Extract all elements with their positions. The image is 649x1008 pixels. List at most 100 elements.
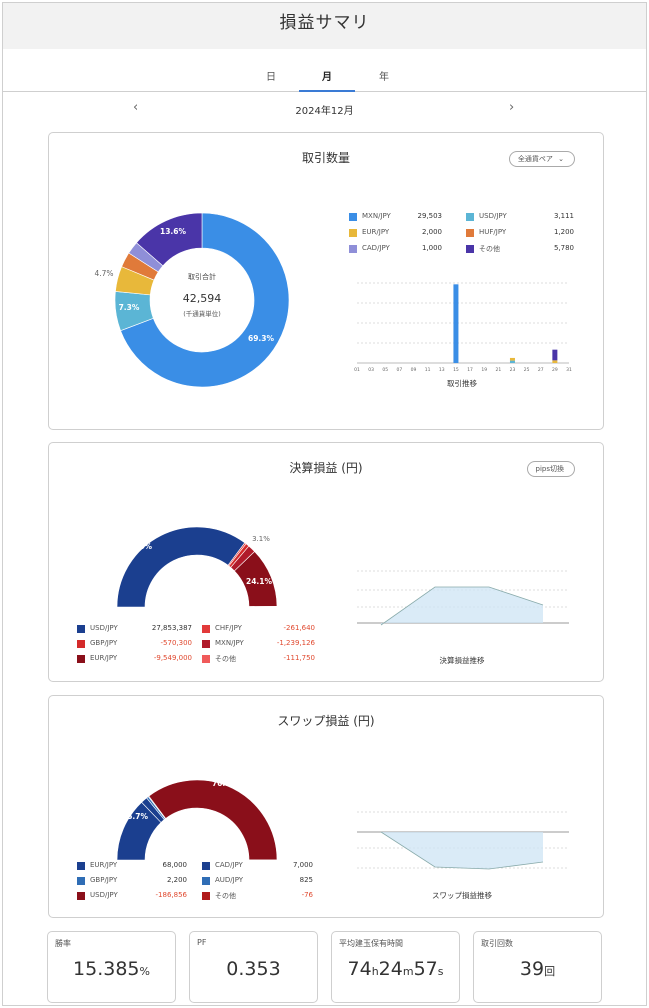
x-tick-label: 19 — [481, 367, 487, 373]
legend-swatch — [202, 862, 210, 870]
win-rate-unit: % — [139, 965, 150, 978]
legend-name: EUR/JPY — [362, 228, 390, 236]
legend-value: -1,239,126 — [276, 639, 315, 647]
legend-value: -76 — [301, 891, 313, 899]
swap-gauge-slice-4[interactable] — [148, 779, 278, 861]
legend-swatch — [202, 625, 210, 633]
x-tick-label: 03 — [368, 367, 374, 373]
legend-swatch — [466, 245, 474, 253]
volume-donut-chart — [114, 212, 290, 388]
hold-minutes: 24 — [378, 958, 403, 980]
volume-trend-chart: 01 03 05 07 09 11 13 15 17 19 21 23 25 27 29 31 — [354, 282, 572, 373]
tab-month[interactable]: 月 — [299, 68, 355, 92]
bar-23-1[interactable] — [509, 360, 515, 363]
pl-label-eur: 24.1% — [246, 577, 273, 586]
pl-charts: 70.4% 3.1% 24.1% 決算損益推移 — [116, 526, 569, 665]
swap-label-eur: 25.7% — [122, 812, 149, 821]
currency-pair-filter-label: 全通貨ペア — [517, 155, 553, 163]
bar-15-0[interactable] — [453, 284, 459, 363]
legend-item: EUR/JPY 68,000 — [77, 860, 197, 872]
legend-name: CAD/JPY — [215, 861, 243, 869]
swap-legend: EUR/JPY 68,000 CAD/JPY 7,000 GBP/JPY 2,2… — [77, 860, 327, 908]
bar-23-2[interactable] — [509, 357, 515, 361]
legend-value: 2,200 — [166, 876, 187, 884]
x-tick-label: 29 — [552, 367, 558, 373]
pl-trend-chart — [357, 570, 569, 626]
trade-count-number: 39 — [519, 958, 545, 980]
legend-swatch — [77, 655, 85, 663]
tab-year[interactable]: 年 — [379, 72, 389, 83]
page-title: 損益サマリ — [279, 13, 370, 33]
legend-name: CHF/JPY — [215, 624, 242, 632]
legend-item: MXN/JPY 29,503 — [349, 211, 444, 223]
donut-center-unit: (千通貨単位) — [183, 309, 221, 318]
legend-name: USD/JPY — [90, 624, 118, 632]
period-tabs: 日 月 年 — [3, 62, 646, 92]
currency-pair-filter[interactable]: 全通貨ペア ⌄ — [508, 151, 575, 167]
trade-count-unit: 回 — [544, 965, 556, 978]
legend-item: EUR/JPY -9,549,000 — [77, 653, 197, 665]
legend-value: -570,300 — [160, 639, 192, 647]
trade-count-tile: 取引回数 39回 — [473, 931, 602, 1003]
bar-29-2[interactable] — [552, 360, 558, 363]
donut-slice-0[interactable] — [120, 212, 290, 388]
legend-name: MXN/JPY — [362, 212, 391, 220]
volume-card: 取引数量 全通貨ペア ⌄ 取引合計 42,594 (千通貨単位) 69.3% 7… — [48, 132, 604, 430]
pips-toggle-button[interactable]: pips切換 — [526, 461, 575, 477]
legend-item: EUR/JPY 2,000 — [349, 227, 444, 239]
donut-slice-5[interactable] — [136, 212, 203, 267]
area-line — [380, 831, 544, 870]
volume-title: 取引数量 — [301, 151, 350, 165]
prev-period-button[interactable]: ‹ — [133, 100, 139, 115]
donut-label-usd: 7.3% — [119, 303, 140, 312]
legend-value: 5,780 — [553, 244, 574, 252]
swap-label-usd: 70.5% — [212, 779, 239, 788]
hold-hours: 74 — [347, 958, 372, 980]
win-rate-label: 勝率 — [55, 939, 71, 948]
legend-name: その他 — [215, 655, 236, 663]
legend-name: USD/JPY — [479, 212, 507, 220]
legend-value: -111,750 — [283, 654, 315, 662]
legend-item: GBP/JPY -570,300 — [77, 638, 197, 650]
x-tick-label: 25 — [524, 367, 530, 373]
bar-29-3[interactable] — [552, 349, 558, 361]
legend-value: 1,000 — [421, 244, 442, 252]
win-rate-tile: 勝率 15.385% — [47, 931, 176, 1003]
legend-swatch — [202, 640, 210, 648]
legend-name: GBP/JPY — [90, 639, 118, 647]
tab-day[interactable]: 日 — [266, 72, 276, 83]
avg-hold-time-label: 平均建玉保有時間 — [339, 939, 403, 948]
legend-name: USD/JPY — [90, 891, 118, 899]
area-fill — [381, 587, 543, 625]
legend-value: 29,503 — [417, 212, 443, 220]
donut-label-eur: 4.7% — [94, 269, 113, 278]
legend-value: 2,000 — [421, 228, 442, 236]
hold-hours-unit: h — [371, 965, 379, 978]
pl-gauge-slice-5[interactable] — [248, 605, 278, 608]
avg-hold-time-tile: 平均建玉保有時間 74h24m57s — [331, 931, 460, 1003]
pl-gauge-slice-0[interactable] — [116, 526, 246, 608]
volume-trend-label: 取引推移 — [447, 378, 477, 388]
legend-value: 68,000 — [162, 861, 188, 869]
hold-minutes-unit: m — [402, 965, 414, 978]
legend-item: その他 5,780 — [466, 243, 576, 255]
donut-label-mxn: 69.3% — [248, 334, 275, 343]
next-period-button[interactable]: › — [509, 100, 515, 115]
legend-item: AUD/JPY 825 — [202, 875, 322, 887]
area-fill — [381, 832, 543, 869]
legend-name: CAD/JPY — [362, 244, 390, 252]
swap-title: スワップ損益 (円) — [277, 714, 375, 728]
legend-name: EUR/JPY — [90, 861, 118, 869]
donut-label-other: 13.6% — [160, 227, 187, 236]
pl-card: 決算損益 (円) pips切換 70.4% 3.1% 24.1% 決算損益推移 … — [48, 442, 604, 682]
chevron-down-icon: ⌄ — [558, 155, 564, 163]
donut-center-label: 取引合計 — [188, 272, 216, 281]
donut-center-value: 42,594 — [183, 292, 222, 305]
legend-name: MXN/JPY — [215, 639, 244, 647]
legend-name: その他 — [479, 245, 500, 253]
hold-seconds: 57 — [413, 958, 438, 980]
legend-swatch — [349, 245, 357, 253]
legend-swatch — [77, 892, 85, 900]
legend-swatch — [77, 877, 85, 885]
